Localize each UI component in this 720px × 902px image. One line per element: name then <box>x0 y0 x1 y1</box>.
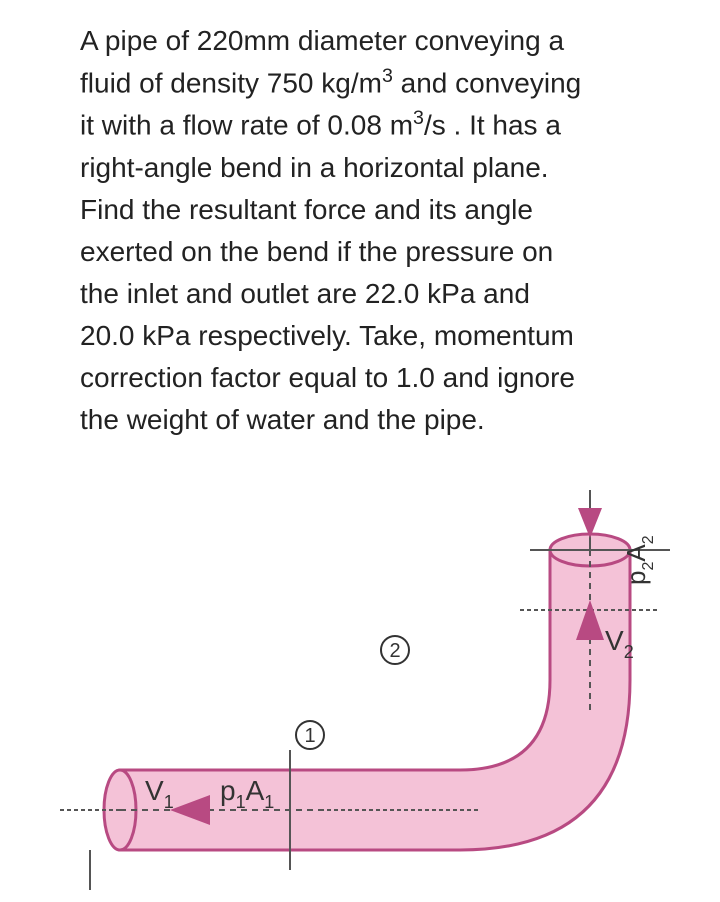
text-line: the inlet and outlet are 22.0 kPa and <box>80 278 530 309</box>
text-line: 20.0 kPa respectively. Take, momentum <box>80 320 574 351</box>
text-line: right-angle bend in a horizontal plane. <box>80 152 549 183</box>
marker-1: 1 <box>296 721 324 749</box>
svg-text:1: 1 <box>304 725 315 747</box>
diagram-svg: 1 2 V1 p1A1 V2 p2A2 <box>60 490 680 890</box>
text-line: and conveying <box>393 67 581 98</box>
text-line: it with a flow rate of 0.08 m <box>80 110 413 141</box>
text-line: correction factor equal to 1.0 and ignor… <box>80 362 575 393</box>
text-line: the weight of water and the pipe. <box>80 404 485 435</box>
text-line: exerted on the bend if the pressure on <box>80 236 553 267</box>
marker-2: 2 <box>381 636 409 664</box>
svg-text:2: 2 <box>389 640 400 662</box>
problem-statement: A pipe of 220mm diameter conveying a flu… <box>80 20 660 441</box>
pipe-bend-diagram: 1 2 V1 p1A1 V2 p2A2 <box>60 490 680 890</box>
pipe-shape <box>104 534 630 850</box>
text-line: /s . It has a <box>424 110 561 141</box>
text-line: A pipe of 220mm diameter conveying a <box>80 25 564 56</box>
text-line: Find the resultant force and its angle <box>80 194 533 225</box>
text-line: fluid of density 750 kg/m <box>80 67 382 98</box>
